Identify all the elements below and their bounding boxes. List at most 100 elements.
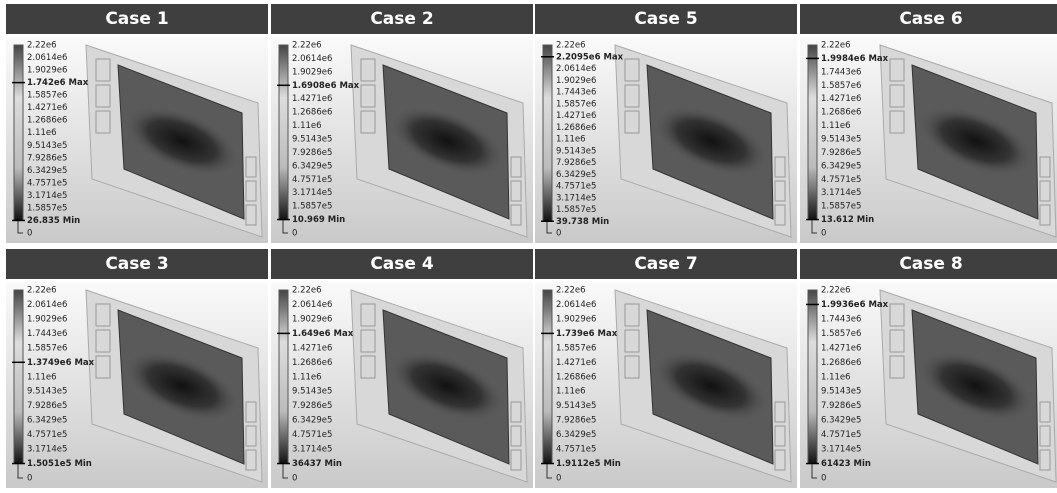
legend-label: 1.7443e6 — [556, 88, 596, 98]
case-title: Case 4 — [271, 249, 533, 279]
legend-label: 1.2686e6 — [292, 358, 332, 368]
legend-label: 2.0614e6 — [27, 53, 67, 63]
legend-label: 4.7571e5 — [821, 430, 861, 440]
legend-label: 1.2686e6 — [27, 116, 67, 126]
legend-label: 1.5857e5 — [27, 203, 67, 213]
legend-label: 1.6908e6 Max — [292, 81, 360, 91]
legend-label: 2.22e6 — [292, 286, 322, 296]
legend-label: 1.9029e6 — [292, 67, 332, 77]
legend-label: 13.612 Min — [821, 215, 874, 225]
legend-label: 1.5857e5 — [821, 202, 861, 212]
legend-label: 3.1714e5 — [821, 188, 861, 198]
legend-label: 1.7443e6 — [821, 314, 861, 324]
legend-label: 3.1714e5 — [27, 445, 67, 455]
result-image: 2.22e61.9936e6 Max1.7443e61.5857e61.4271… — [800, 282, 1057, 488]
legend-label: 4.7571e5 — [292, 430, 332, 440]
result-image: 2.22e61.9984e6 Max1.7443e61.5857e61.4271… — [800, 37, 1057, 243]
legend-label: 6.3429e5 — [27, 416, 67, 426]
legend-label: 36437 Min — [292, 459, 342, 469]
legend-label: 1.2686e6 — [821, 358, 861, 368]
case-title: Case 8 — [800, 249, 1057, 279]
legend-label: 1.2686e6 — [292, 108, 332, 118]
legend-label: 1.2686e6 — [821, 108, 861, 118]
legend-label: 1.11e6 — [292, 372, 322, 382]
legend-label: 1.5857e6 — [556, 343, 596, 353]
legend-label: 1.11e6 — [27, 128, 57, 138]
legend-bar — [543, 290, 552, 464]
legend-label: 1.5857e6 — [27, 91, 67, 101]
legend-bar — [14, 290, 23, 464]
legend-label: 4.7571e5 — [27, 178, 67, 188]
legend-bar — [543, 45, 552, 221]
legend-label: 1.649e6 Max — [292, 329, 354, 339]
legend-label: 2.2095e6 Max — [556, 52, 624, 62]
legend-label: 1.11e6 — [556, 135, 586, 145]
legend-label: 1.2686e6 — [556, 372, 596, 382]
legend-label: 1.5857e6 — [556, 99, 596, 109]
legend-label: 9.5143e5 — [27, 141, 67, 151]
legend-label: 7.9286e5 — [292, 148, 332, 158]
legend-label: 6.3429e5 — [292, 161, 332, 171]
legend-label: 1.9029e6 — [27, 314, 67, 324]
legend-label: 2.0614e6 — [556, 300, 596, 310]
legend-bar — [14, 45, 23, 220]
legend-label: 9.5143e5 — [556, 401, 596, 411]
legend-label: 1.11e6 — [556, 387, 586, 397]
legend-label: 1.4271e6 — [821, 343, 861, 353]
legend-label: 4.7571e5 — [292, 175, 332, 185]
legend-label: 1.4271e6 — [292, 94, 332, 104]
legend-label: 1.5857e6 — [27, 343, 67, 353]
legend-label: 4.7571e5 — [556, 445, 596, 455]
legend-label: 1.2686e6 — [556, 123, 596, 133]
legend-label: 1.4271e6 — [556, 111, 596, 121]
result-image: 2.22e62.0614e61.9029e61.7443e61.5857e61.… — [6, 282, 268, 488]
legend-label: 2.0614e6 — [292, 54, 332, 64]
legend-label: 2.0614e6 — [27, 300, 67, 310]
legend-label: 0 — [292, 229, 297, 239]
legend-label: 3.1714e5 — [292, 188, 332, 198]
legend-label: 7.9286e5 — [27, 401, 67, 411]
legend-label: 7.9286e5 — [556, 158, 596, 168]
legend-label: 1.11e6 — [821, 372, 851, 382]
legend-label: 0 — [556, 474, 561, 484]
legend-label: 1.9029e6 — [27, 66, 67, 76]
legend-label: 1.4271e6 — [556, 358, 596, 368]
legend-label: 0 — [292, 474, 297, 484]
legend-label: 0 — [27, 474, 32, 484]
legend-label: 4.7571e5 — [821, 175, 861, 185]
legend-label: 7.9286e5 — [292, 401, 332, 411]
legend-label: 1.742e6 Max — [27, 78, 89, 88]
legend-label: 0 — [821, 229, 826, 239]
legend-label: 1.5051e5 Min — [27, 459, 92, 469]
legend-label: 39.738 Min — [556, 217, 609, 227]
legend-label: 1.9029e6 — [556, 314, 596, 324]
legend-label: 4.7571e5 — [556, 182, 596, 192]
legend-label: 4.7571e5 — [27, 430, 67, 440]
legend-label: 9.5143e5 — [821, 387, 861, 397]
legend-label: 7.9286e5 — [27, 153, 67, 163]
legend-label: 7.9286e5 — [556, 416, 596, 426]
legend-label: 1.7443e6 — [27, 329, 67, 339]
legend-label: 6.3429e5 — [292, 416, 332, 426]
legend-label: 1.11e6 — [27, 372, 57, 382]
legend-label: 26.835 Min — [27, 216, 80, 226]
legend-label: 1.3749e6 Max — [27, 358, 95, 368]
legend-label: 3.1714e5 — [292, 445, 332, 455]
legend-label: 1.11e6 — [821, 121, 851, 131]
legend-label: 2.22e6 — [821, 286, 851, 296]
legend-label: 1.4271e6 — [27, 103, 67, 113]
case-title: Case 2 — [271, 4, 533, 34]
legend-label: 1.4271e6 — [292, 343, 332, 353]
legend-label: 6.3429e5 — [27, 166, 67, 176]
legend-label: 1.739e6 Max — [556, 329, 618, 339]
legend-label: 6.3429e5 — [556, 430, 596, 440]
case-title: Case 1 — [6, 4, 268, 34]
legend-label: 1.9029e6 — [292, 314, 332, 324]
legend-label: 1.7443e6 — [821, 67, 861, 77]
legend-label: 6.3429e5 — [821, 416, 861, 426]
legend-label: 9.5143e5 — [292, 135, 332, 145]
legend-label: 61423 Min — [821, 459, 871, 469]
